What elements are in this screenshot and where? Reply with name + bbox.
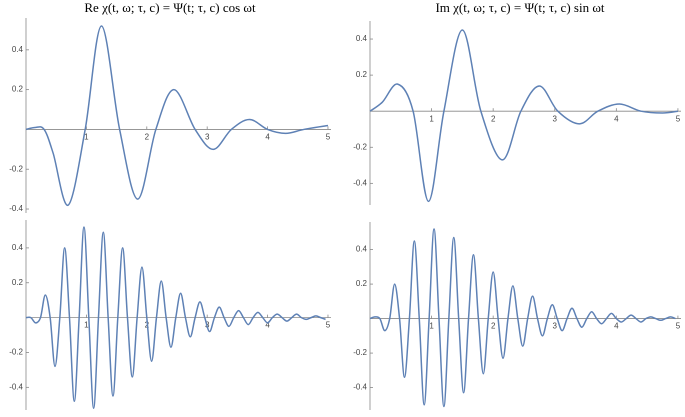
x-tick-label: 5 <box>676 322 681 331</box>
x-tick-label: 4 <box>265 133 270 142</box>
y-tick-label: 0.4 <box>356 245 368 254</box>
x-tick-label: 4 <box>265 321 270 330</box>
y-tick-label: 0.2 <box>356 279 368 288</box>
y-tick-label: -0.2 <box>9 348 23 357</box>
y-tick-label: 0.2 <box>356 70 368 79</box>
y-tick-label: 0.2 <box>12 278 24 287</box>
y-tick-label: -0.2 <box>353 142 367 151</box>
x-tick-label: 3 <box>205 133 210 142</box>
y-tick-label: 0.4 <box>12 45 24 54</box>
y-tick-label: 0.4 <box>356 34 368 43</box>
y-tick-label: 0.2 <box>12 85 24 94</box>
x-tick-label: 2 <box>491 322 496 331</box>
y-tick-label: -0.2 <box>353 348 367 357</box>
y-tick-label: 0.4 <box>12 243 24 252</box>
x-tick-label: 5 <box>326 321 331 330</box>
y-tick-label: -0.4 <box>353 383 367 392</box>
data-line <box>25 226 326 410</box>
y-tick-label: -0.4 <box>9 382 23 391</box>
x-tick-label: 2 <box>491 114 496 123</box>
x-tick-label: 4 <box>614 114 619 123</box>
x-tick-label: 3 <box>553 114 558 123</box>
data-line <box>369 228 676 408</box>
x-tick-label: 4 <box>614 322 619 331</box>
x-tick-label: 1 <box>429 114 434 123</box>
x-tick-label: 1 <box>84 133 89 142</box>
x-tick-label: 1 <box>84 321 89 330</box>
x-tick-label: 3 <box>553 322 558 331</box>
data-line <box>369 29 679 203</box>
y-tick-label: -0.4 <box>9 204 23 213</box>
y-tick-label: -0.2 <box>9 164 23 173</box>
y-tick-label: -0.4 <box>353 178 367 187</box>
chart-title: Re χ(t, ω; τ, c) = Ψ(t; τ, c) cos ωt <box>84 0 256 15</box>
x-tick-label: 1 <box>429 322 434 331</box>
x-tick-label: 2 <box>145 133 150 142</box>
data-line <box>25 25 329 206</box>
chart-title: Im χ(t, ω; τ, c) = Ψ(t; τ, c) sin ωt <box>435 0 604 15</box>
x-tick-label: 5 <box>326 133 331 142</box>
x-tick-label: 5 <box>676 114 681 123</box>
